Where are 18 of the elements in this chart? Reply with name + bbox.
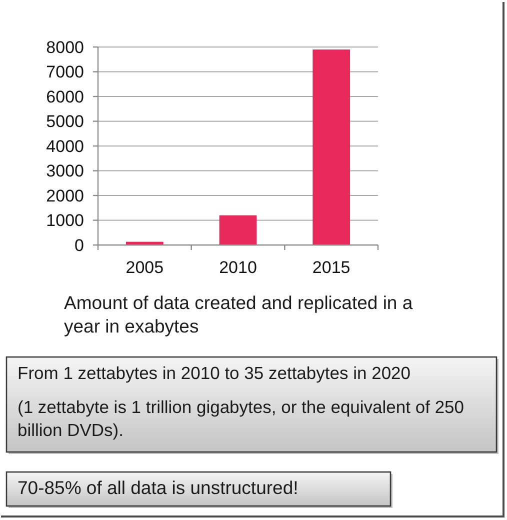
bar: [312, 49, 350, 245]
text: (1 zettabyte is 1 trillion gigabytes, or the equivalent of 250 billion DVDs).: [18, 397, 464, 440]
y-tick-label: 2000: [46, 186, 84, 206]
text: 70-85% of all data is unstructured!: [18, 477, 298, 498]
text: From 1 zettabytes in 2010 to 35 zettabytes in 2020: [18, 363, 411, 383]
y-tick-label: 5000: [46, 112, 84, 132]
bar: [219, 215, 257, 245]
y-tick-label: 7000: [46, 62, 84, 82]
y-tick-label: 0: [74, 236, 84, 255]
x-tick-label: 2010: [219, 258, 257, 277]
y-tick-label: 1000: [46, 211, 84, 230]
x-tick-label: 2005: [126, 258, 164, 277]
y-tick-label: 4000: [46, 136, 84, 156]
y-tick-label: 3000: [46, 162, 84, 181]
text: Amount of data created and replicated in a year in exabytes: [64, 292, 414, 336]
x-tick-label: 2015: [312, 258, 350, 277]
y-tick-label: 6000: [46, 87, 84, 106]
y-tick-label: 8000: [46, 38, 84, 57]
